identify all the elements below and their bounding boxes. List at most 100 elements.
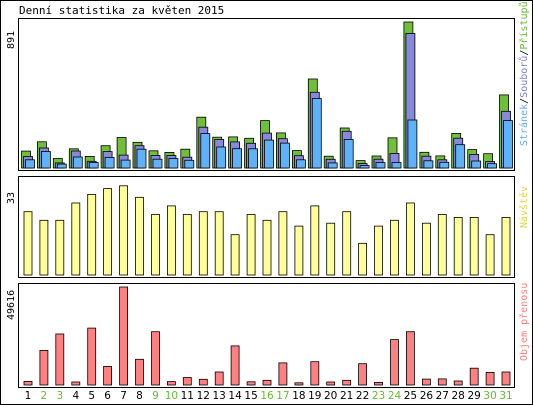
bar: [39, 349, 49, 386]
y-max-label: 49616: [6, 290, 17, 320]
day-label: 12: [197, 390, 210, 402]
bar: [469, 367, 479, 386]
legend-entry: Návštěv: [518, 186, 530, 228]
bar: [39, 219, 49, 276]
day-label: 15: [244, 390, 257, 402]
bar: [421, 222, 431, 276]
day-label: 28: [452, 390, 465, 402]
bar: [485, 371, 495, 386]
bar: [166, 205, 176, 276]
panel-2: 33 Návštěv: [6, 176, 530, 278]
bar: [41, 151, 51, 169]
day-label: 19: [308, 390, 321, 402]
bar: [136, 148, 147, 169]
day-label: 6: [104, 390, 111, 402]
day-label: 29: [468, 390, 481, 402]
bar: [471, 160, 482, 169]
bar: [437, 378, 447, 386]
day-label: 18: [292, 390, 305, 402]
bar: [358, 242, 368, 276]
day-label: 27: [436, 390, 449, 402]
bar: [104, 157, 115, 169]
bar: [25, 159, 35, 169]
day-label: 3: [56, 390, 63, 402]
bar: [262, 219, 272, 276]
bar: [407, 119, 418, 169]
bar: [311, 98, 322, 169]
bar: [198, 378, 208, 386]
bar: [214, 371, 224, 386]
bar: [135, 196, 144, 276]
day-label: 31: [499, 390, 512, 402]
bar: [437, 214, 447, 276]
bar: [72, 156, 83, 169]
bar: [200, 133, 211, 169]
bar: [246, 381, 256, 386]
legend-entry: Přístupů: [518, 1, 530, 49]
bar: [216, 146, 227, 169]
day-label: 26: [420, 390, 434, 402]
bar: [326, 381, 336, 386]
bar: [87, 193, 97, 276]
bar: [198, 211, 208, 276]
day-label: 11: [181, 390, 194, 402]
series-Objem přenosu: [23, 286, 511, 386]
bar: [262, 379, 272, 386]
bar: [421, 378, 431, 386]
bar: [119, 286, 128, 386]
bar: [310, 361, 320, 386]
bar: [119, 185, 128, 276]
bar: [342, 211, 352, 276]
bar: [214, 211, 224, 276]
bar: [23, 380, 33, 386]
bar: [278, 362, 288, 386]
bar: [279, 142, 290, 169]
bar: [152, 158, 163, 169]
day-label: 22: [356, 390, 369, 402]
bar: [453, 216, 463, 276]
bar: [439, 161, 450, 169]
bar: [135, 358, 144, 386]
bar: [23, 211, 33, 276]
series-Stránek: [25, 98, 513, 169]
bar: [182, 377, 192, 386]
day-label: 21: [340, 390, 353, 402]
bar: [342, 379, 352, 386]
bar: [294, 382, 304, 386]
day-label: 10: [165, 390, 178, 402]
bar: [55, 333, 65, 386]
bar: [375, 162, 386, 169]
legend-separator: /: [519, 50, 530, 56]
day-label: 14: [228, 390, 242, 402]
day-label: 1: [25, 390, 32, 402]
bar: [423, 160, 434, 169]
bar: [232, 148, 243, 169]
bar: [374, 381, 383, 386]
bar: [343, 139, 354, 169]
bar: [310, 205, 320, 276]
bar: [405, 202, 415, 276]
panel-frame: [18, 283, 515, 388]
day-label: 24: [388, 390, 402, 402]
bar: [103, 365, 112, 386]
day-label: 7: [120, 390, 127, 402]
bar: [184, 159, 195, 169]
bar: [326, 222, 336, 276]
day-label: 30: [483, 390, 496, 402]
bar: [88, 162, 99, 169]
bar: [230, 234, 240, 276]
bar: [453, 380, 463, 386]
panel-3: 49616 Objem přenosu: [6, 283, 530, 388]
bar: [278, 211, 288, 276]
bar: [151, 214, 160, 276]
bar: [166, 381, 176, 386]
series-Návštěv: [23, 185, 511, 276]
bar: [455, 144, 466, 169]
bar: [405, 331, 415, 386]
day-label: 16: [260, 390, 274, 402]
bar: [103, 188, 112, 276]
legend: Návštěv: [518, 186, 530, 228]
bar: [295, 159, 306, 169]
